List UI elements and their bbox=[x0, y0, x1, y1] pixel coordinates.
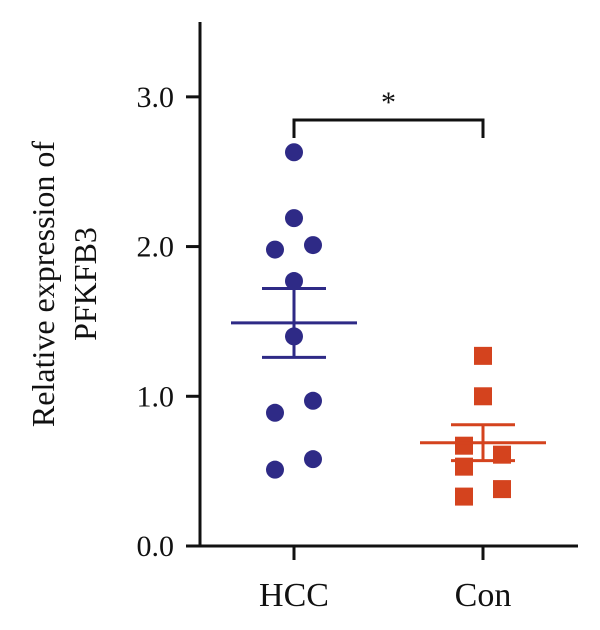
data-point-con bbox=[493, 480, 511, 499]
x-tick-label: Con bbox=[455, 577, 512, 614]
y-tick-label: 2.0 bbox=[137, 231, 175, 264]
data-point-hcc bbox=[285, 143, 303, 162]
data-point-con bbox=[455, 436, 473, 455]
data-point-hcc bbox=[266, 240, 284, 259]
y-axis-title: Relative expression of PFKFB3 bbox=[25, 141, 103, 427]
y-ticks: 0.0 1.0 2.0 3.0 bbox=[137, 81, 200, 563]
x-tick-label: HCC bbox=[259, 577, 329, 614]
data-point-con bbox=[474, 346, 492, 365]
y-tick-label: 1.0 bbox=[137, 380, 175, 413]
y-tick-label: 0.0 bbox=[137, 530, 175, 563]
x-ticks: HCC Con bbox=[259, 546, 511, 614]
data-point-hcc bbox=[285, 272, 303, 291]
data-point-hcc bbox=[285, 209, 303, 228]
significance-bracket-line bbox=[292, 118, 485, 138]
y-axis-title-line: PFKFB3 bbox=[67, 227, 103, 341]
y-tick-label: 3.0 bbox=[137, 81, 175, 114]
data-point-hcc bbox=[304, 236, 322, 255]
mean-sem-bars bbox=[231, 286, 546, 463]
data-point-con bbox=[474, 387, 492, 406]
y-axis-title-line: Relative expression of bbox=[25, 141, 61, 427]
data-point-con bbox=[455, 487, 473, 506]
data-point-hcc bbox=[304, 450, 322, 469]
significance-label: * bbox=[381, 86, 396, 119]
data-point-hcc bbox=[266, 460, 284, 479]
axes bbox=[198, 22, 578, 548]
data-point-hcc bbox=[266, 403, 284, 422]
data-point-hcc bbox=[304, 391, 322, 410]
significance-bracket: * bbox=[292, 86, 485, 138]
